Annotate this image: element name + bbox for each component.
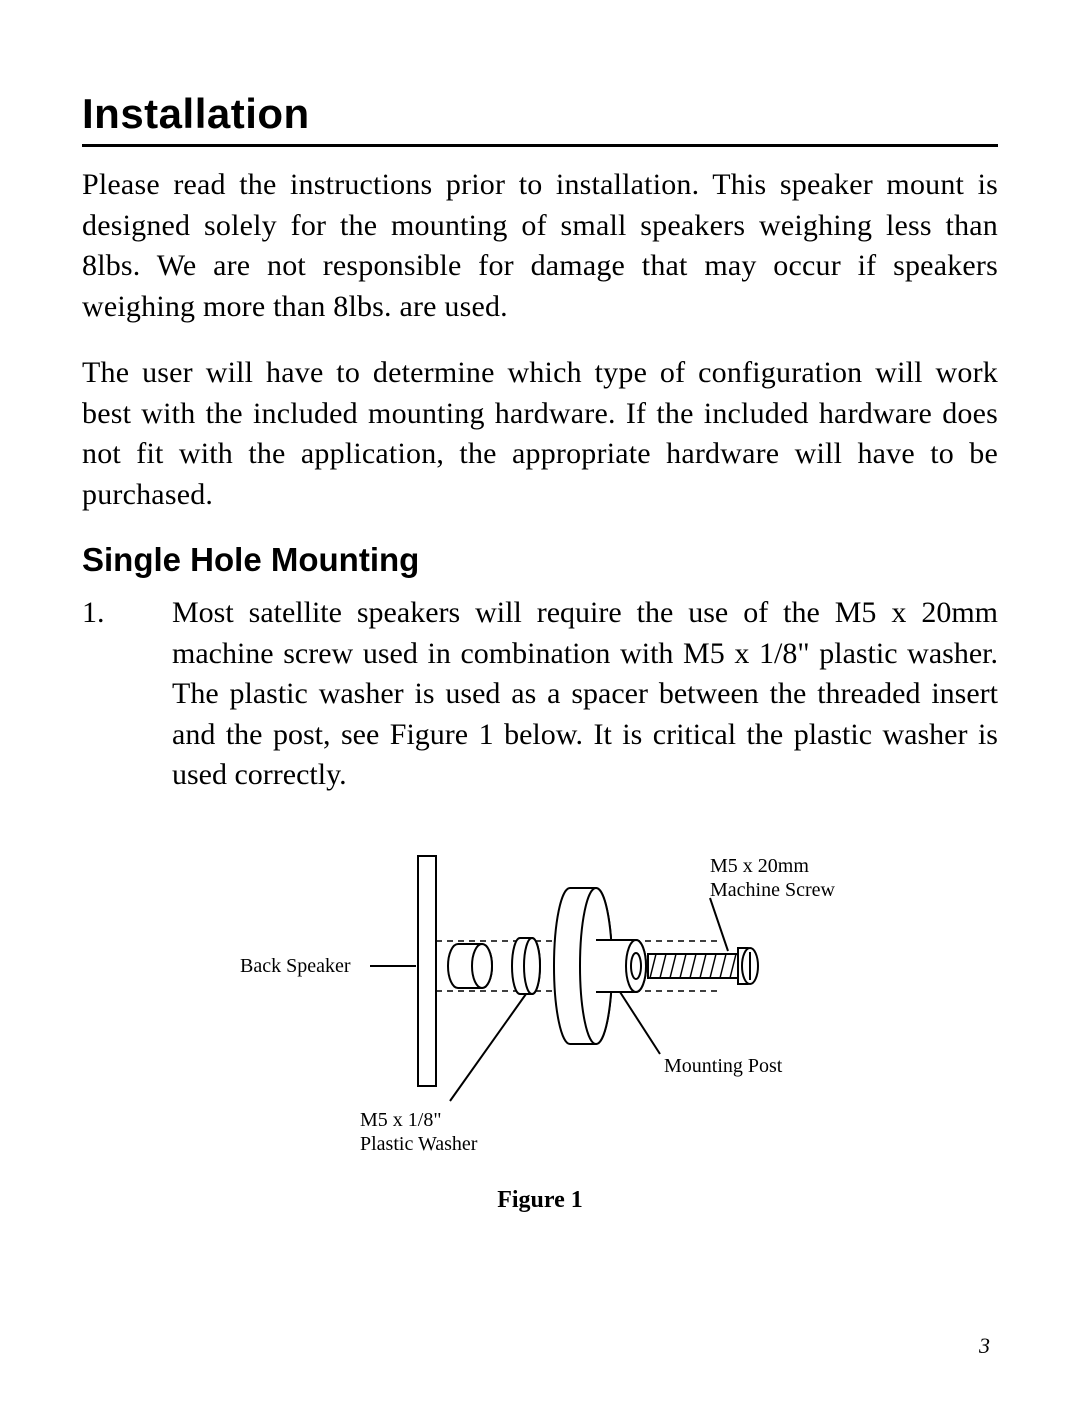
list-number: 1. bbox=[82, 593, 172, 796]
intro-paragraph-2: The user will have to determine which ty… bbox=[82, 353, 998, 515]
label-back-speaker: Back Speaker bbox=[240, 955, 351, 977]
list-item: 1. Most satellite speakers will require … bbox=[82, 593, 998, 796]
label-mounting-post: Mounting Post bbox=[664, 1055, 783, 1077]
figure-1-diagram: Back Speaker M5 x 20mm Machine Screw Mou… bbox=[220, 836, 860, 1176]
page-title: Installation bbox=[82, 90, 998, 138]
label-screw-2: Machine Screw bbox=[710, 879, 836, 901]
label-screw-1: M5 x 20mm bbox=[710, 855, 809, 877]
plastic-washer-front bbox=[524, 938, 540, 994]
leader-screw bbox=[710, 898, 728, 951]
list-text: Most satellite speakers will require the… bbox=[172, 593, 998, 796]
page-number: 3 bbox=[979, 1333, 990, 1359]
diagram-svg: Back Speaker M5 x 20mm Machine Screw Mou… bbox=[220, 836, 860, 1176]
intro-paragraph-1: Please read the instructions prior to in… bbox=[82, 165, 998, 327]
title-rule bbox=[82, 144, 998, 147]
back-speaker-panel bbox=[418, 856, 436, 1086]
leader-washer bbox=[450, 994, 526, 1101]
mounting-post-bore bbox=[631, 953, 641, 979]
document-page: Installation Please read the instruction… bbox=[0, 0, 1080, 1407]
label-washer-2: Plastic Washer bbox=[360, 1133, 478, 1155]
leader-post bbox=[620, 992, 660, 1054]
instruction-list: 1. Most satellite speakers will require … bbox=[82, 593, 998, 796]
figure-caption: Figure 1 bbox=[82, 1187, 998, 1214]
label-washer-1: M5 x 1/8" bbox=[360, 1109, 442, 1131]
figure-container: Back Speaker M5 x 20mm Machine Screw Mou… bbox=[82, 836, 998, 1214]
threaded-insert-end bbox=[472, 944, 492, 988]
section-heading: Single Hole Mounting bbox=[82, 541, 998, 579]
